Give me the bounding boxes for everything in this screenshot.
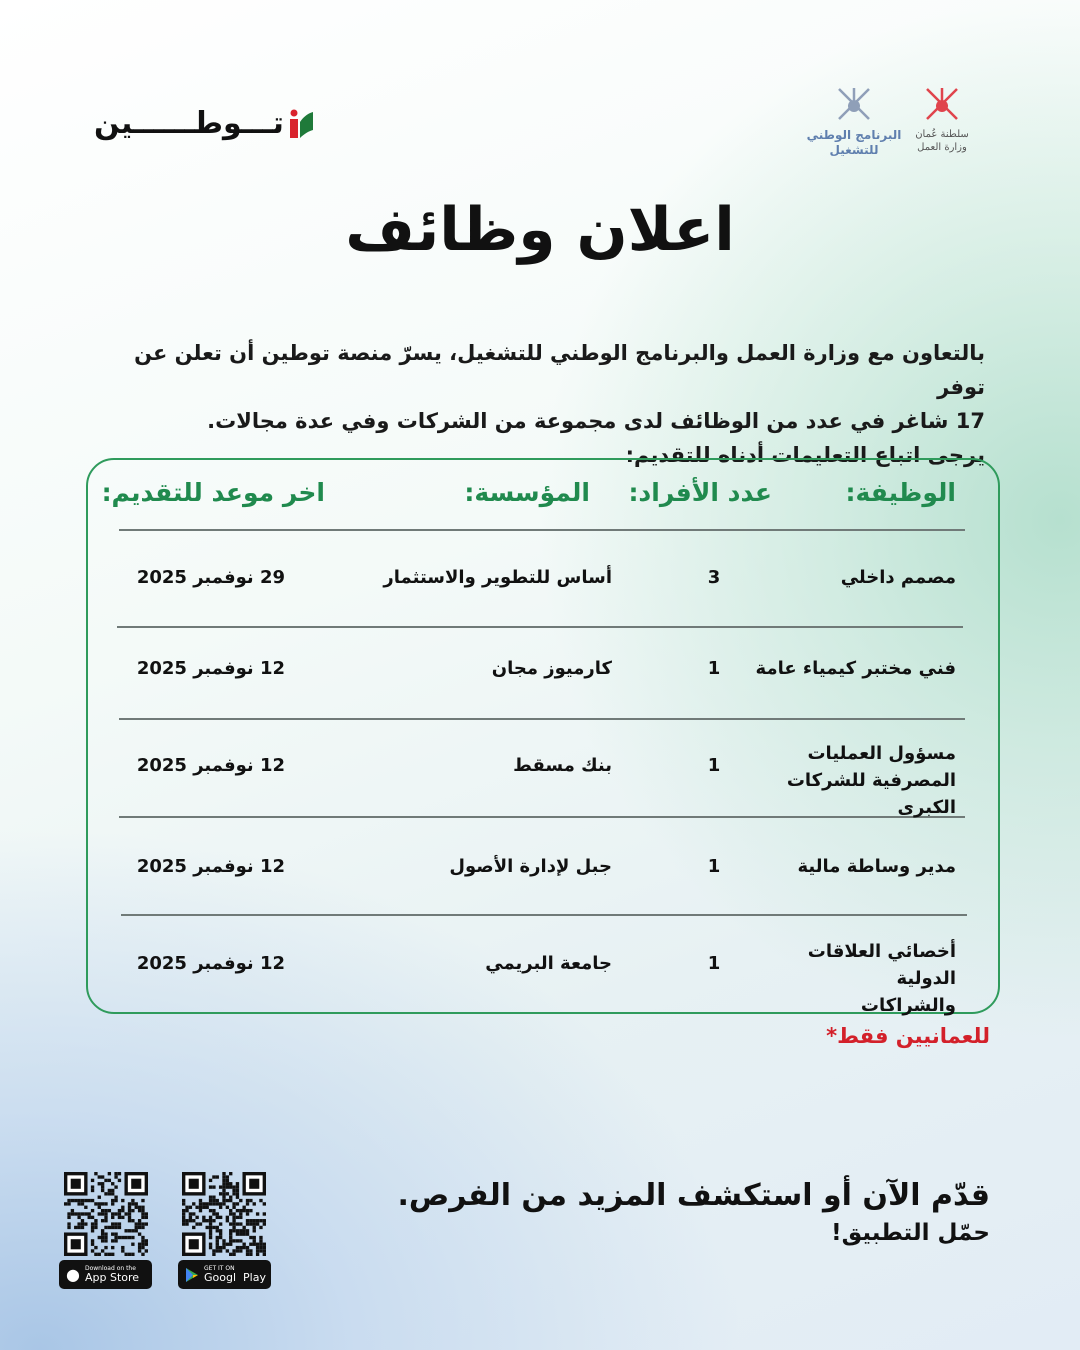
ministry-name: سلطنة عُمان وزارة العمل [915,129,969,153]
google-play-label: Googl Play [204,1271,266,1284]
logo-text: تـــوطــــــين [94,106,284,141]
row-divider [121,914,967,916]
job-org: جبل لإدارة الأصول [449,856,612,877]
cta-download-app: حمّل التطبيق! [831,1220,990,1246]
row-divider [119,529,965,531]
jobs-table [86,458,1000,1014]
job-deadline: 12 نوفمبر 2025 [136,953,285,974]
khanjar-emblem-icon [926,88,958,120]
job-deadline: 12 نوفمبر 2025 [136,755,285,776]
ministry-of-labour-logo: سلطنة عُمان وزارة العمل [908,84,976,154]
app-store-small-text: Download on the [84,1265,136,1272]
tawteen-logo-icon [289,109,313,138]
intro-paragraph: بالتعاون مع وزارة العمل والبرنامج الوطني… [115,336,985,472]
job-deadline: 12 نوفمبر 2025 [136,658,285,679]
job-count: 1 [707,755,721,776]
job-count: 3 [707,567,721,588]
row-divider [119,816,965,818]
header-deadline: اخر موعد للتقديم: [101,478,325,507]
job-deadline: 12 نوفمبر 2025 [136,856,285,877]
job-org: جامعة البريمي [485,953,612,974]
app-store-label: App Store [84,1271,140,1284]
header-job: الوظيفة: [845,478,956,507]
job-org: كارميوز مجان [491,658,612,679]
header-count: عدد الأفراد: [628,478,772,507]
omanis-only-note: للعمانيين فقط* [826,1024,990,1048]
google-play-qr-code[interactable] [182,1172,266,1256]
job-deadline: 29 نوفمبر 2025 [136,567,285,588]
job-title: مدير وساطة مالية [797,856,956,877]
job-title: أخصائي العلاقات الدولية والشراكات [807,941,956,1016]
row-divider [117,626,963,628]
job-org: بنك مسقط [513,755,612,776]
tawteen-logo: تـــوطــــــين [94,106,314,141]
job-title: مصمم داخلي [840,567,956,588]
cta-headline: قدّم الآن أو استكشف المزيد من الفرص. [397,1178,990,1213]
row-divider [119,718,965,720]
app-store-button[interactable]: ● Download on the App Store [59,1260,152,1289]
header-org: المؤسسة: [464,478,590,507]
national-program-name: البرنامج الوطني للتشغيل [806,128,902,157]
job-count: 1 [707,953,721,974]
job-title: مسؤول العمليات المصرفية للشركات الكبرى [786,743,956,818]
app-store-qr-code[interactable] [64,1172,148,1256]
national-program-logo: البرنامج الوطني للتشغيل [806,84,902,158]
apple-icon: ● [66,1265,80,1284]
khanjar-emblem-icon [838,88,870,120]
intro-line: يرجى اتباع التعليمات أدناه للتقديم: [625,443,985,467]
job-org: أساس للتطوير والاستثمار [383,567,612,588]
job-count: 1 [707,856,721,877]
page-title: اعلان وظائف [345,195,735,265]
job-title: فني مختبر كيمياء عامة [755,658,956,679]
google-play-button[interactable]: GET IT ON Googl Play [178,1260,271,1289]
intro-line: 17 شاغر في عدد من الوظائف لدى مجموعة من … [207,409,985,433]
intro-line: بالتعاون مع وزارة العمل والبرنامج الوطني… [134,341,985,399]
job-count: 1 [707,658,721,679]
google-play-icon [186,1267,198,1282]
google-play-small-text: GET IT ON [204,1265,235,1272]
